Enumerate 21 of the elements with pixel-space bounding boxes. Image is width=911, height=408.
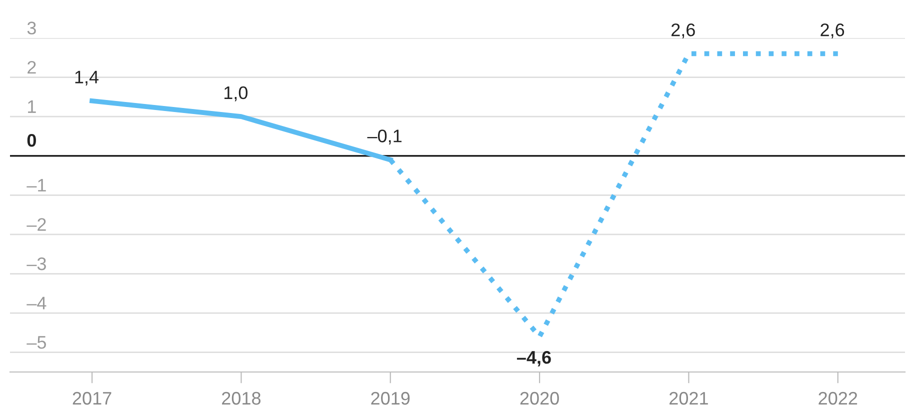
y-tick-label: –2: [26, 218, 46, 231]
y-tick-label: 3: [27, 22, 36, 34]
y-tick-label: –3: [26, 257, 46, 270]
data-label: –4,6: [516, 351, 551, 366]
x-tick-label: 2017: [72, 392, 112, 405]
data-label: 2,6: [672, 23, 695, 38]
x-tick-label: 2020: [520, 392, 559, 405]
y-tick-label: –1: [26, 179, 46, 192]
y-tick-label: 1: [28, 100, 36, 113]
x-tick-label: 2019: [371, 392, 410, 405]
data-label: 1,4: [75, 70, 99, 86]
x-tick-label: 2021: [670, 392, 708, 405]
x-tick-label: 2018: [222, 392, 261, 405]
data-label: 2,6: [820, 23, 844, 38]
y-tick-label: –4: [26, 296, 46, 310]
ref-line-label: 0: [27, 134, 36, 147]
y-tick-label: 2: [28, 60, 36, 74]
data-label: 1,0: [224, 86, 248, 102]
x-tick-label: 2022: [818, 392, 858, 405]
data-label: –0,1: [367, 130, 402, 144]
y-tick-label: –5: [26, 336, 46, 349]
